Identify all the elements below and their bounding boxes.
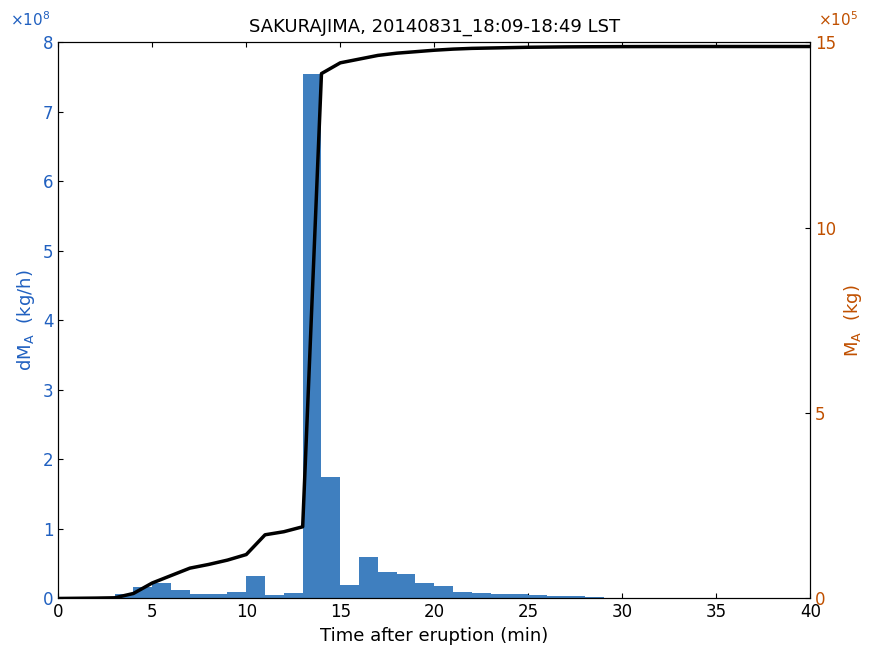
Bar xyxy=(434,586,453,598)
Bar xyxy=(303,73,321,598)
Bar xyxy=(340,584,359,598)
Bar xyxy=(284,593,303,598)
X-axis label: Time after eruption (min): Time after eruption (min) xyxy=(320,627,549,645)
Bar xyxy=(321,477,340,598)
Bar xyxy=(472,593,491,598)
Bar xyxy=(265,595,284,598)
Text: $\times 10^5$: $\times 10^5$ xyxy=(818,10,858,29)
Bar xyxy=(416,583,434,598)
Bar xyxy=(152,583,171,598)
Text: $\times 10^8$: $\times 10^8$ xyxy=(10,10,51,29)
Bar xyxy=(246,576,265,598)
Y-axis label: $\mathrm{dM_A}$  (kg/h): $\mathrm{dM_A}$ (kg/h) xyxy=(15,270,38,371)
Bar xyxy=(134,586,152,598)
Bar xyxy=(396,574,416,598)
Bar xyxy=(359,557,378,598)
Bar xyxy=(491,594,509,598)
Bar xyxy=(171,590,190,598)
Bar xyxy=(378,572,396,598)
Bar xyxy=(547,596,566,598)
Bar xyxy=(208,594,228,598)
Y-axis label: $\mathrm{M_A}$  (kg): $\mathrm{M_A}$ (kg) xyxy=(842,284,864,357)
Bar xyxy=(509,594,528,598)
Bar xyxy=(566,596,584,598)
Bar xyxy=(584,597,604,598)
Title: SAKURAJIMA, 20140831_18:09-18:49 LST: SAKURAJIMA, 20140831_18:09-18:49 LST xyxy=(248,18,620,35)
Bar xyxy=(528,595,547,598)
Bar xyxy=(228,592,246,598)
Bar xyxy=(453,592,472,598)
Bar xyxy=(115,594,134,598)
Bar xyxy=(190,594,208,598)
